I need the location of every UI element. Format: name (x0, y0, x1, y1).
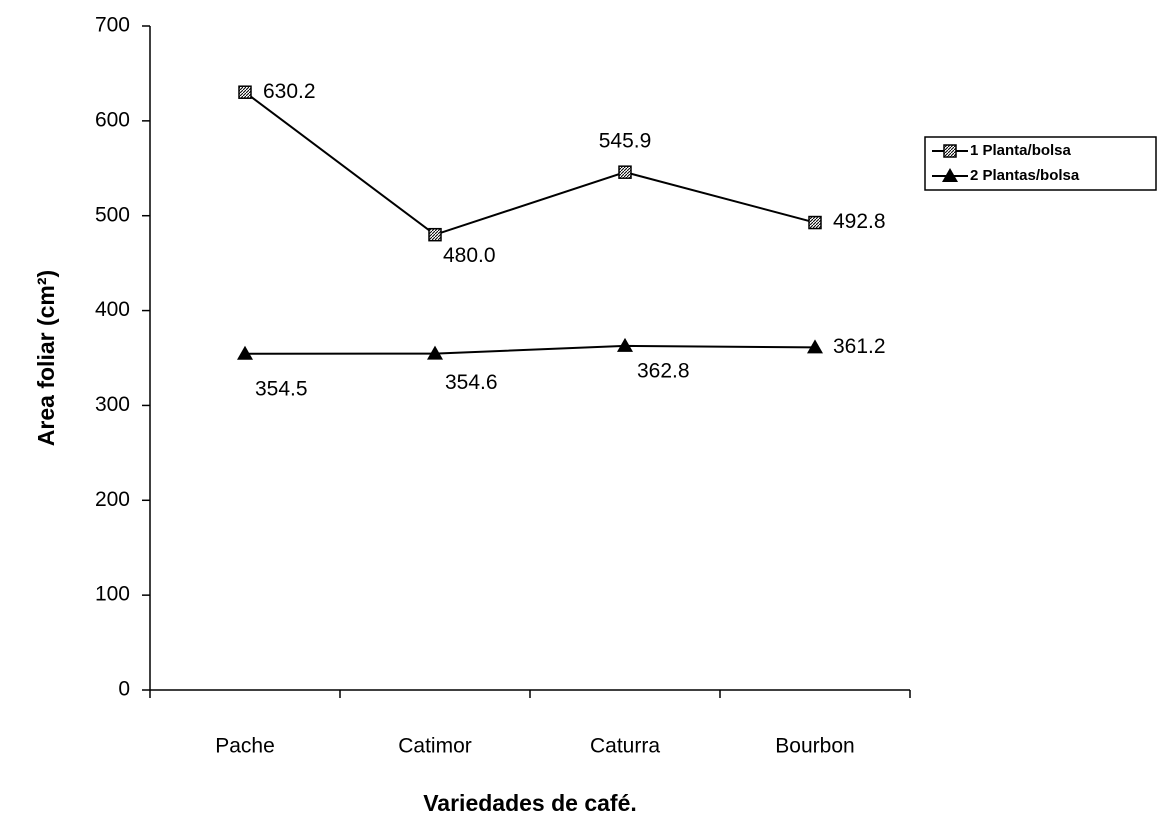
y-tick-label: 300 (95, 393, 130, 416)
data-label: 362.8 (637, 359, 690, 382)
y-axis-title: Area foliar (cm²) (33, 270, 59, 446)
marker (238, 85, 252, 99)
y-tick-label: 700 (95, 14, 130, 37)
x-tick-label: Pache (215, 735, 275, 758)
marker (807, 339, 823, 354)
data-label: 354.6 (445, 371, 498, 394)
y-tick-label: 0 (118, 678, 130, 701)
data-label: 361.2 (833, 335, 886, 358)
series-line (244, 91, 816, 236)
x-tick-label: Caturra (590, 735, 660, 758)
y-tick-label: 500 (95, 203, 130, 226)
legend (924, 136, 1157, 191)
x-tick-label: Bourbon (775, 735, 854, 758)
x-axis-title: Variedades de café. (423, 790, 637, 816)
marker (237, 345, 253, 360)
legend-label: 2 Plantas/bolsa (970, 167, 1080, 184)
data-label: 630.2 (263, 80, 316, 103)
legend-marker (943, 144, 957, 158)
data-label: 354.5 (255, 377, 308, 400)
y-tick-label: 400 (95, 298, 130, 321)
data-label: 545.9 (599, 130, 652, 153)
marker (808, 215, 822, 230)
legend-marker (942, 168, 958, 182)
y-tick-label: 100 (95, 583, 130, 606)
data-label: 480.0 (443, 244, 496, 267)
series-line (244, 344, 816, 355)
y-tick-label: 200 (95, 488, 130, 511)
legend-label: 1 Planta/bolsa (970, 142, 1072, 159)
x-tick-label: Catimor (398, 735, 472, 758)
marker (618, 165, 632, 179)
marker (427, 345, 443, 360)
data-label: 492.8 (833, 210, 886, 233)
marker (617, 337, 633, 352)
y-tick-label: 600 (95, 108, 130, 131)
marker (428, 227, 442, 242)
